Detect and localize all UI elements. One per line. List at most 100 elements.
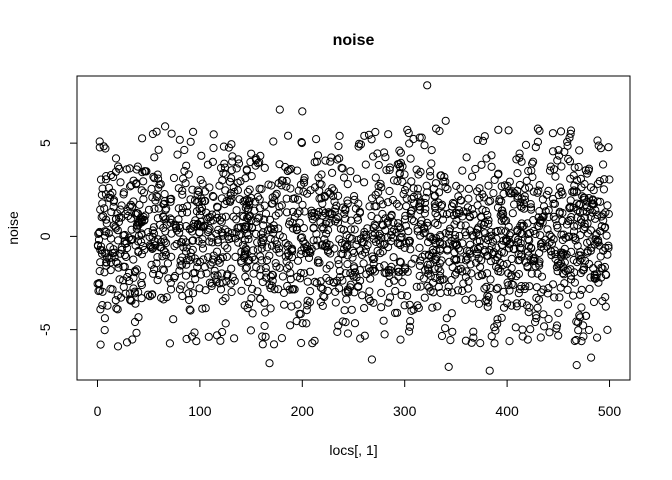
scatter-point [456, 184, 465, 193]
scatter-point [102, 215, 111, 224]
scatter-point [414, 303, 423, 312]
scatter-point [214, 256, 223, 265]
scatter-point [580, 219, 589, 228]
scatter-point [401, 263, 410, 272]
scatter-point [182, 243, 191, 252]
scatter-point [601, 302, 610, 311]
scatter-point [423, 281, 432, 290]
scatter-point [552, 221, 562, 230]
scatter-point [443, 287, 452, 296]
scatter-point [274, 208, 283, 218]
scatter-point [497, 247, 506, 257]
scatter-point [569, 255, 578, 265]
scatter-point [494, 250, 503, 259]
scatter-point [274, 285, 283, 294]
scatter-point [436, 246, 445, 255]
scatter-point [108, 188, 117, 197]
scatter-point [338, 317, 347, 326]
scatter-point [452, 181, 461, 190]
scatter-point [373, 149, 382, 158]
scatter-point [540, 322, 549, 331]
scatter-point [352, 273, 361, 282]
scatter-point [127, 181, 136, 190]
scatter-point [335, 266, 344, 276]
scatter-point [360, 248, 370, 257]
scatter-point [524, 229, 533, 239]
scatter-point [466, 240, 475, 249]
scatter-point [240, 196, 249, 205]
scatter-point [201, 304, 210, 313]
scatter-point [385, 186, 394, 196]
scatter-point [492, 285, 501, 294]
scatter-point [416, 167, 425, 176]
scatter-point [563, 137, 572, 146]
scatter-point [490, 339, 499, 348]
scatter-point [399, 190, 408, 199]
scatter-point [187, 332, 197, 341]
scatter-point [303, 277, 312, 286]
scatter-point [287, 302, 296, 311]
scatter-point [186, 248, 195, 257]
scatter-point [277, 181, 286, 190]
scatter-point [95, 137, 104, 146]
scatter-point [101, 175, 111, 184]
scatter-point [152, 127, 161, 136]
scatter-point [312, 241, 321, 250]
scatter-point [484, 219, 493, 228]
scatter-point [489, 189, 498, 198]
scatter-point [518, 298, 527, 307]
scatter-point [448, 327, 457, 336]
scatter-point [132, 208, 141, 218]
scatter-point [464, 284, 473, 293]
scatter-point [275, 202, 284, 211]
scatter-point [396, 335, 405, 344]
scatter-point [100, 204, 109, 213]
scatter-point [246, 157, 255, 167]
scatter-point [482, 282, 491, 291]
scatter-point [324, 247, 333, 256]
scatter-point [202, 269, 211, 278]
scatter-point [473, 201, 482, 210]
scatter-point [511, 323, 520, 332]
scatter-point [478, 271, 487, 280]
scatter-point [381, 153, 390, 162]
scatter-point [563, 141, 572, 150]
scatter-point [507, 254, 516, 263]
scatter-point [225, 177, 234, 186]
scatter-point [310, 336, 319, 345]
scatter-point [322, 239, 331, 248]
scatter-point [599, 185, 609, 194]
scatter-point [419, 274, 428, 283]
scatter-point [243, 277, 253, 287]
scatter-point [143, 290, 153, 299]
scatter-point [406, 245, 415, 254]
scatter-point [221, 319, 230, 328]
scatter-point [234, 155, 243, 164]
scatter-point [341, 204, 350, 213]
scatter-point [313, 151, 323, 160]
scatter-point [533, 269, 542, 278]
scatter-point [476, 262, 485, 271]
scatter-point [436, 276, 445, 285]
scatter-point [569, 232, 578, 241]
scatter-point [98, 301, 107, 310]
scatter-point [282, 208, 291, 217]
scatter-point [379, 316, 388, 325]
scatter-point [445, 257, 454, 266]
scatter-point [326, 157, 335, 166]
scatter-point [467, 338, 476, 347]
scatter-point [122, 338, 132, 347]
scatter-point [586, 273, 595, 282]
scatter-point [223, 244, 232, 253]
scatter-point [427, 159, 436, 168]
scatter-point [574, 251, 583, 260]
scatter-point [451, 231, 460, 240]
scatter-point [147, 184, 156, 193]
scatter-point [555, 183, 565, 192]
scatter-point [409, 305, 418, 314]
scatter-point [333, 276, 342, 285]
scatter-point [159, 266, 169, 275]
scatter-point [223, 271, 232, 280]
scatter-point [334, 260, 343, 269]
scatter-point [357, 238, 367, 247]
